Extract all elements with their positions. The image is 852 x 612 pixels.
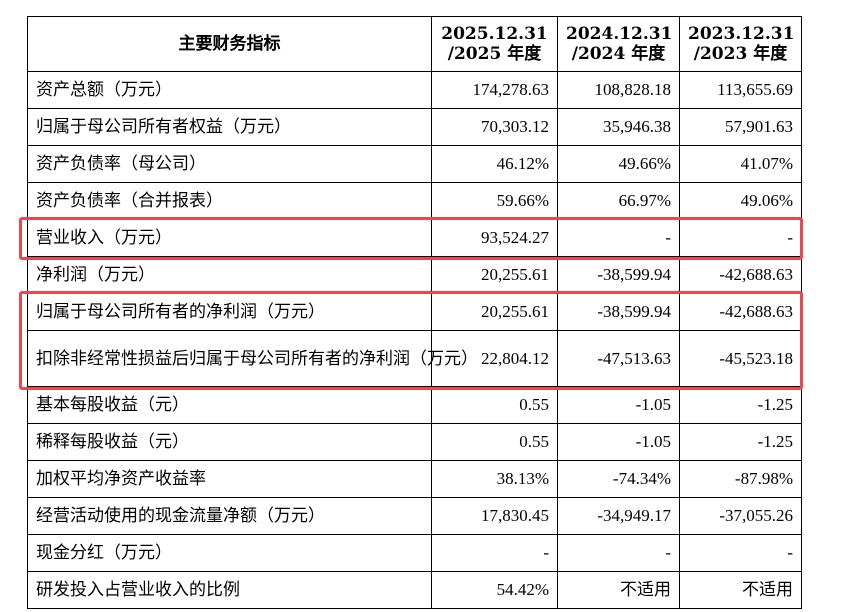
header-year-2024: 2024.12.31/2024 年度 — [557, 16, 680, 72]
row-label: 资产总额（万元） — [27, 71, 432, 109]
cell-2023: -45,523.18 — [679, 330, 802, 387]
financial-indicators-table: 主要财务指标 2025.12.31/2025 年度 2024.12.31/202… — [27, 16, 802, 609]
row-label: 加权平均净资产收益率 — [27, 460, 432, 498]
cell-2024: 35,946.38 — [557, 108, 680, 146]
cell-2025: 174,278.63 — [431, 71, 558, 109]
cell-2023: - — [679, 219, 802, 257]
cell-2025: 46.12% — [431, 145, 558, 183]
cell-2023: - — [679, 534, 802, 572]
cell-2023: -37,055.26 — [679, 497, 802, 535]
row-label: 净利润（万元） — [27, 256, 432, 294]
table-row-weighted-roe: 加权平均净资产收益率 38.13% -74.34% -87.98% — [27, 460, 802, 498]
cell-2024: -38,599.94 — [557, 256, 680, 294]
cell-2025: 59.66% — [431, 182, 558, 220]
table-row-net-profit: 净利润（万元） 20,255.61 -38,599.94 -42,688.63 — [27, 256, 802, 294]
cell-2023: 57,901.63 — [679, 108, 802, 146]
header-year-2023-date: 2023.12.31 — [688, 24, 795, 44]
cell-2023: -87.98% — [679, 460, 802, 498]
cell-2023: 49.06% — [679, 182, 802, 220]
cell-2023: -42,688.63 — [679, 256, 802, 294]
row-label: 扣除非经常性损益后归属于母公司所有者的净利润（万元） — [27, 330, 478, 387]
cell-2024: -34,949.17 — [557, 497, 680, 535]
header-year-2025-date: 2025.12.31 — [441, 24, 548, 44]
cell-2025: 20,255.61 — [431, 256, 558, 294]
cell-2023: 不适用 — [679, 571, 802, 609]
cell-2023: -1.25 — [679, 386, 802, 424]
cell-2024: 49.66% — [557, 145, 680, 183]
table-row-operating-revenue: 营业收入（万元） 93,524.27 - - — [27, 219, 802, 257]
row-label: 营业收入（万元） — [27, 219, 432, 257]
cell-2025: 54.42% — [431, 571, 558, 609]
table-row-basic-eps: 基本每股收益（元） 0.55 -1.05 -1.25 — [27, 386, 802, 424]
cell-2024: -74.34% — [557, 460, 680, 498]
cell-2024: -1.05 — [557, 386, 680, 424]
table-row-operating-cash-flow: 经营活动使用的现金流量净额（万元） 17,830.45 -34,949.17 -… — [27, 497, 802, 535]
table-row-debt-ratio-parent: 资产负债率（母公司） 46.12% 49.66% 41.07% — [27, 145, 802, 183]
cell-2024: - — [557, 534, 680, 572]
cell-2024: -47,513.63 — [557, 330, 680, 387]
header-year-2023-period: /2023 年度 — [693, 44, 788, 64]
cell-2025: 93,524.27 — [431, 219, 558, 257]
cell-2024: -38,599.94 — [557, 293, 680, 331]
table-row-parent-equity: 归属于母公司所有者权益（万元） 70,303.12 35,946.38 57,9… — [27, 108, 802, 146]
header-indicator-label: 主要财务指标 — [27, 16, 432, 72]
table-row-parent-net-profit: 归属于母公司所有者的净利润（万元） 20,255.61 -38,599.94 -… — [27, 293, 802, 331]
cell-2024: 66.97% — [557, 182, 680, 220]
cell-2025: 20,255.61 — [431, 293, 558, 331]
cell-2025: 70,303.12 — [431, 108, 558, 146]
table-row-adjusted-parent-net-profit: 扣除非经常性损益后归属于母公司所有者的净利润（万元） 22,804.12 -47… — [27, 330, 802, 387]
header-year-2025-period: /2025 年度 — [447, 44, 542, 64]
row-label: 经营活动使用的现金流量净额（万元） — [27, 497, 432, 535]
header-year-2024-period: /2024 年度 — [571, 44, 666, 64]
row-label: 资产负债率（合并报表） — [27, 182, 432, 220]
table-row-total-assets: 资产总额（万元） 174,278.63 108,828.18 113,655.6… — [27, 71, 802, 109]
header-year-2023: 2023.12.31/2023 年度 — [679, 16, 802, 72]
row-label: 稀释每股收益（元） — [27, 423, 432, 461]
row-label: 基本每股收益（元） — [27, 386, 432, 424]
cell-2024: 108,828.18 — [557, 71, 680, 109]
row-label: 资产负债率（母公司） — [27, 145, 432, 183]
row-label: 研发投入占营业收入的比例 — [27, 571, 432, 609]
cell-2023: -1.25 — [679, 423, 802, 461]
cell-2025: - — [431, 534, 558, 572]
row-label: 归属于母公司所有者的净利润（万元） — [27, 293, 432, 331]
cell-2025: 17,830.45 — [431, 497, 558, 535]
table-row-cash-dividend: 现金分红（万元） - - - — [27, 534, 802, 572]
cell-2024: - — [557, 219, 680, 257]
cell-2024: 不适用 — [557, 571, 680, 609]
table-row-debt-ratio-consolidated: 资产负债率（合并报表） 59.66% 66.97% 49.06% — [27, 182, 802, 220]
cell-2023: -42,688.63 — [679, 293, 802, 331]
cell-2023: 41.07% — [679, 145, 802, 183]
row-label: 现金分红（万元） — [27, 534, 432, 572]
table-row-rd-ratio: 研发投入占营业收入的比例 54.42% 不适用 不适用 — [27, 571, 802, 609]
cell-2024: -1.05 — [557, 423, 680, 461]
row-label: 归属于母公司所有者权益（万元） — [27, 108, 432, 146]
table-row-diluted-eps: 稀释每股收益（元） 0.55 -1.05 -1.25 — [27, 423, 802, 461]
cell-2023: 113,655.69 — [679, 71, 802, 109]
header-year-2024-date: 2024.12.31 — [566, 24, 673, 44]
cell-2025: 22,804.12 — [431, 330, 558, 387]
cell-2025: 38.13% — [431, 460, 558, 498]
table-header-row: 主要财务指标 2025.12.31/2025 年度 2024.12.31/202… — [27, 16, 802, 72]
cell-2025: 0.55 — [431, 423, 558, 461]
cell-2025: 0.55 — [431, 386, 558, 424]
header-year-2025: 2025.12.31/2025 年度 — [431, 16, 558, 72]
